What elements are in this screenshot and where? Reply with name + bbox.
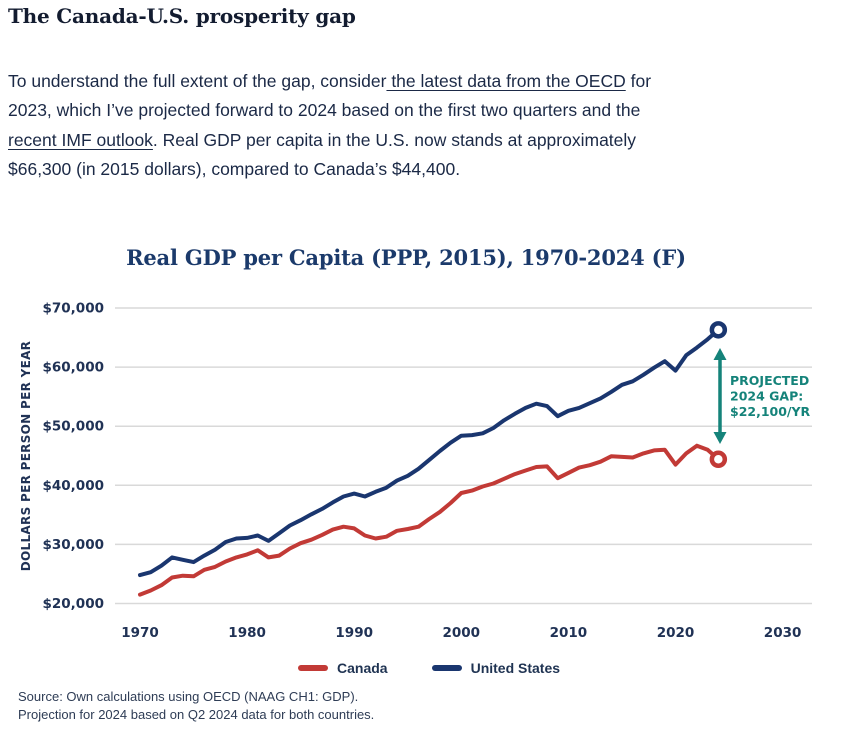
gap-annotation-line: 2024 GAP:: [730, 389, 803, 404]
x-tick-label: 1970: [121, 625, 159, 641]
series-line-united-states: [138, 327, 721, 578]
x-tick-label: 2000: [443, 625, 481, 641]
link-oecd-data[interactable]: the latest data from the OECD: [386, 70, 626, 91]
chart-title: Real GDP per Capita (PPP, 2015), 1970-20…: [126, 245, 686, 270]
endpoint-marker-canada: [709, 450, 728, 469]
x-tick-label: 2030: [764, 625, 802, 641]
series-line-canada: [138, 443, 721, 597]
y-tick-label: $50,000: [43, 419, 105, 435]
x-tick-label: 1980: [228, 625, 266, 641]
endpoint-marker-united-states: [709, 321, 728, 339]
link-imf-outlook[interactable]: recent IMF outlook: [8, 129, 153, 150]
paragraph-text: for 2023, which I’ve projected forward t…: [8, 70, 652, 121]
united-states-line-swatch: [431, 665, 462, 671]
x-tick-label: 2020: [657, 625, 695, 641]
gap-annotation-line: $22,100/YR: [730, 404, 811, 419]
legend-item-united-states: United States: [431, 660, 561, 676]
y-tick-label: $30,000: [43, 537, 105, 553]
article-heading: The Canada-U.S. prosperity gap: [8, 4, 356, 28]
legend-item-canada: Canada: [298, 660, 388, 676]
article-paragraph: To understand the full extent of the gap…: [8, 67, 653, 185]
canada-line-swatch: [298, 665, 328, 671]
gap-annotation-line: PROJECTED: [730, 373, 809, 388]
paragraph-text: To understand the full extent of the gap…: [8, 70, 387, 91]
y-tick-label: $40,000: [43, 478, 105, 494]
x-tick-label: 1990: [335, 625, 373, 641]
chart-source-note: Source: Own calculations using OECD (NAA…: [18, 688, 374, 723]
projection-line: Projection for 2024 based on Q2 2024 dat…: [18, 706, 375, 722]
gap-arrow-down-icon: [713, 432, 727, 444]
gap-arrow-up-icon: [713, 348, 727, 360]
source-line: Source: Own calculations using OECD (NAA…: [18, 689, 359, 704]
y-axis-label: DOLLARS PER PERSON PER YEAR: [19, 341, 33, 571]
y-tick-label: $20,000: [43, 596, 105, 612]
legend-label-united-states: United States: [470, 660, 561, 676]
y-tick-label: $60,000: [43, 360, 105, 376]
paragraph-text: . Real GDP per capita in the U.S. now st…: [8, 129, 637, 180]
y-tick-label: $70,000: [43, 301, 105, 317]
x-tick-label: 2010: [550, 625, 588, 641]
legend-label-canada: Canada: [337, 660, 388, 676]
chart-legend: Canada United States: [298, 659, 560, 677]
